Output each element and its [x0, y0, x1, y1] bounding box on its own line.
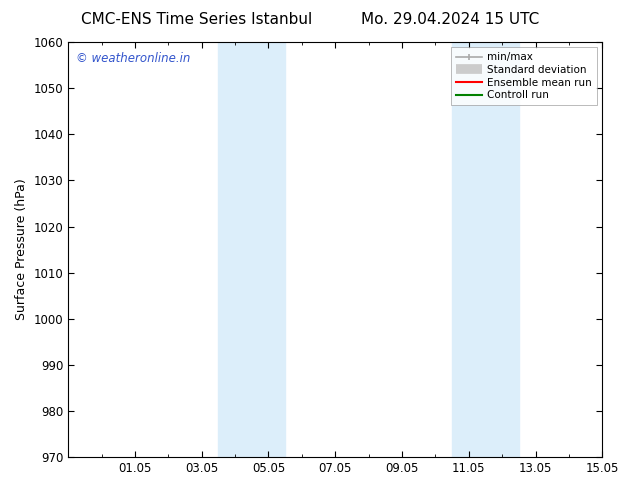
- Legend: min/max, Standard deviation, Ensemble mean run, Controll run: min/max, Standard deviation, Ensemble me…: [451, 47, 597, 105]
- Y-axis label: Surface Pressure (hPa): Surface Pressure (hPa): [15, 179, 28, 320]
- Bar: [218, 42, 285, 457]
- Text: © weatheronline.in: © weatheronline.in: [76, 52, 191, 66]
- Bar: [452, 42, 519, 457]
- Text: CMC-ENS Time Series Istanbul: CMC-ENS Time Series Istanbul: [81, 12, 312, 27]
- Text: Mo. 29.04.2024 15 UTC: Mo. 29.04.2024 15 UTC: [361, 12, 540, 27]
